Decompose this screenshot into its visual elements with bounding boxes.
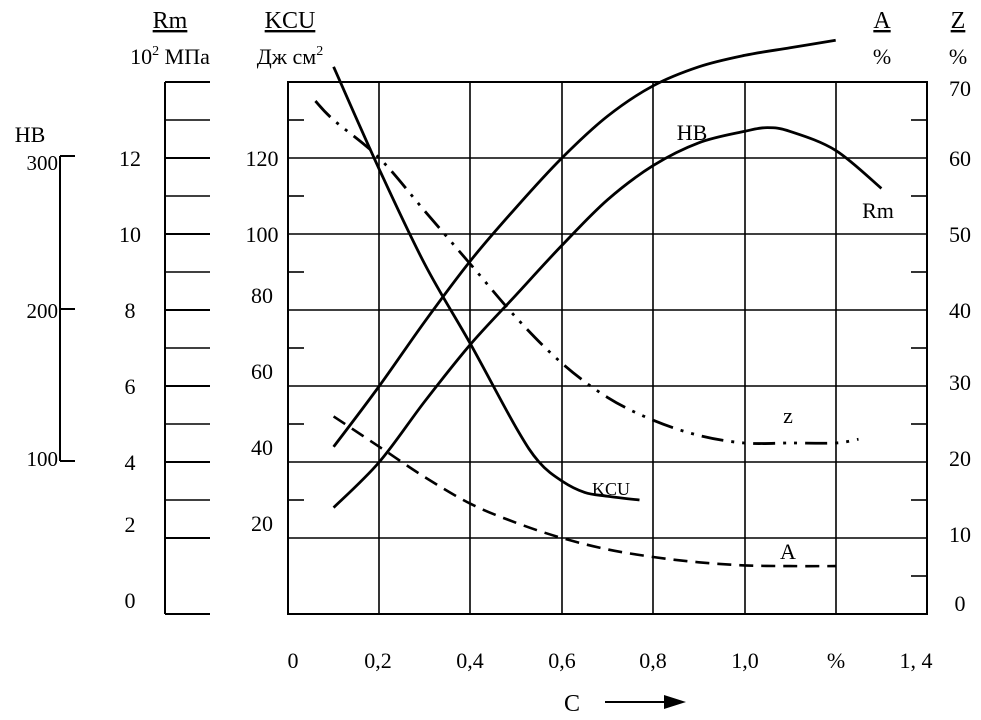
- rm-axis-label: Rm: [153, 8, 188, 34]
- a-axis-unit: %: [873, 44, 891, 69]
- curve-kcu: [332, 66, 640, 502]
- z-tick-label-30: 30: [949, 370, 971, 395]
- rm-tick-label-6: 6: [125, 374, 136, 399]
- z-tick-label-60: 60: [949, 146, 971, 171]
- z-axis: 0 10 20 30 40 50 60 70: [949, 76, 971, 616]
- kcu-tick-label-40: 40: [251, 435, 273, 460]
- kcu-tick-label-100: 100: [246, 222, 279, 247]
- series-label-rm: Rm: [862, 198, 894, 223]
- z-axis-unit: %: [949, 44, 967, 69]
- rm-axis: 0 2 4 6 8 10 12: [119, 81, 210, 615]
- z-tick-label-40: 40: [949, 298, 971, 323]
- series-label-z: z: [783, 403, 793, 428]
- x-tick-label-percent: %: [827, 648, 845, 673]
- x-axis-label: C: [564, 691, 580, 717]
- x-tick-label-1-0: 1,0: [731, 648, 759, 673]
- x-tick-label-0: 0: [288, 648, 299, 673]
- z-tick-label-0: 0: [955, 591, 966, 616]
- kcu-axis-unit: Дж см2: [257, 44, 323, 69]
- curves: [314, 38, 883, 568]
- hb-tick-label-300: 300: [27, 151, 59, 175]
- kcu-tick-label-80: 80: [251, 283, 273, 308]
- kcu-unit-exp: 2: [316, 44, 323, 59]
- x-tick-label-0-2: 0,2: [364, 648, 392, 673]
- x-tick-label-0-8: 0,8: [639, 648, 667, 673]
- rm-unit-exp: 2: [152, 44, 159, 59]
- series-label-a: A: [780, 539, 796, 564]
- kcu-tick-label-120: 120: [246, 146, 279, 171]
- x-tick-label-1-4: 1, 4: [900, 648, 933, 673]
- rm-tick-label-4: 4: [125, 450, 136, 475]
- kcu-unit-main: Дж см: [257, 44, 316, 69]
- curve-hb: [332, 38, 836, 448]
- rm-axis-unit: 102 МПа: [130, 44, 210, 69]
- curve-z: [314, 100, 859, 445]
- hb-tick-label-200: 200: [27, 299, 59, 323]
- x-tick-label-0-4: 0,4: [456, 648, 484, 673]
- rm-tick-label-8: 8: [125, 298, 136, 323]
- z-tick-label-50: 50: [949, 222, 971, 247]
- kcu-axis-label: KCU: [265, 8, 316, 34]
- plot-frame: [287, 81, 928, 615]
- curve-a: [332, 415, 836, 568]
- x-tick-label-0-6: 0,6: [548, 648, 576, 673]
- rm-tick-label-12: 12: [119, 146, 141, 171]
- x-axis-arrow-head: [664, 695, 686, 709]
- hb-axis: 300 200 100: [27, 151, 75, 471]
- kcu-axis: 20 40 60 80 100 120: [246, 146, 279, 536]
- series-label-hb: HB: [677, 120, 708, 145]
- series-label-kcu: KCU: [592, 479, 630, 499]
- plot-grid: [287, 81, 928, 615]
- curve-rm: [332, 126, 883, 509]
- hb-tick-label-100: 100: [27, 447, 59, 471]
- kcu-tick-label-60: 60: [251, 359, 273, 384]
- z-tick-label-70: 70: [949, 76, 971, 101]
- x-axis: 0 0,2 0,4 0,6 0,8 1,0 % 1, 4 C: [288, 648, 933, 717]
- a-axis-label: A: [873, 8, 891, 34]
- z-tick-label-10: 10: [949, 522, 971, 547]
- hb-axis-label: HB: [15, 122, 46, 147]
- z-axis-label: Z: [951, 8, 966, 34]
- rm-unit-base: 10: [130, 44, 152, 69]
- rm-tick-label-10: 10: [119, 222, 141, 247]
- z-tick-label-20: 20: [949, 446, 971, 471]
- rm-tick-label-0: 0: [125, 588, 136, 613]
- kcu-tick-label-20: 20: [251, 511, 273, 536]
- rm-tick-label-2: 2: [125, 512, 136, 537]
- rm-unit-rest: МПа: [159, 44, 210, 69]
